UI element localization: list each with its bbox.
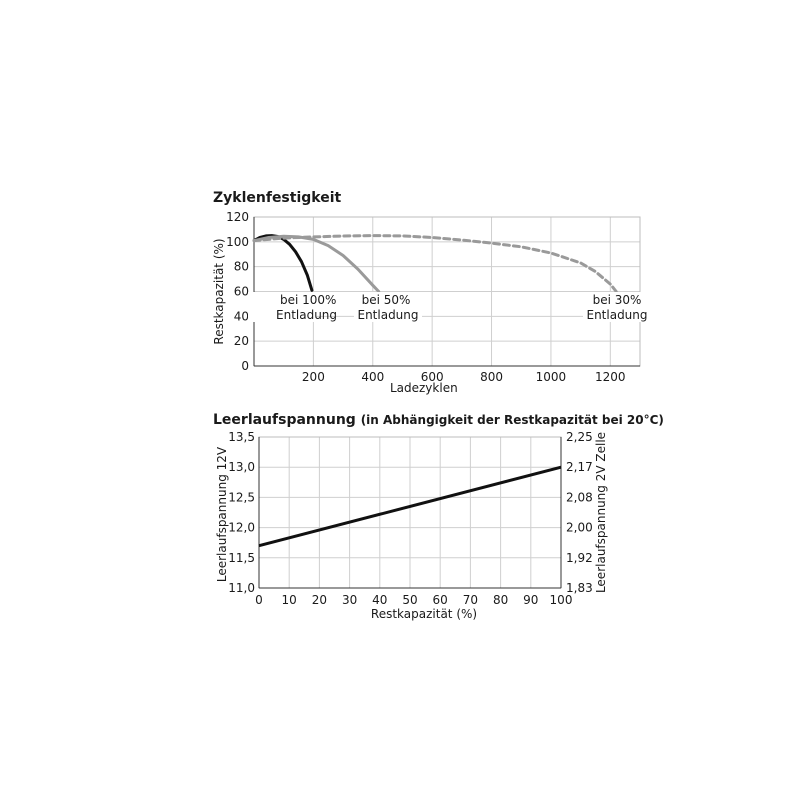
series-label-line2: Entladung [586, 308, 647, 322]
y-right-tick-label: 2,08 [566, 490, 593, 504]
y-axis-label: Leerlaufspannung 12V [215, 446, 229, 582]
y-axis-right-label: Leerlaufspannung 2V Zelle [594, 432, 608, 593]
x-tick-label: 50 [402, 593, 417, 607]
y-tick-label: 13,0 [228, 460, 255, 474]
x-tick-label: 30 [342, 593, 357, 607]
series-line-3 [252, 234, 618, 293]
y-tick-label: 80 [234, 260, 249, 274]
y-right-tick-label: 2,17 [566, 460, 593, 474]
y-tick-label: 11,0 [228, 581, 255, 595]
x-tick-label: 0 [255, 593, 263, 607]
x-tick-label: 1000 [536, 370, 567, 384]
series-line-1 [258, 465, 562, 548]
y-right-tick-label: 1,92 [566, 551, 593, 565]
x-tick-label: 600 [421, 370, 444, 384]
series-label-line2: Entladung [357, 308, 418, 322]
y-tick-label: 20 [234, 334, 249, 348]
y-right-tick-label: 2,25 [566, 430, 593, 444]
series-line-2 [252, 234, 381, 293]
y-tick-label: 12,0 [228, 521, 255, 535]
x-tick-label: 200 [302, 370, 325, 384]
y-tick-label: 0 [241, 359, 249, 373]
y-tick-label: 12,5 [228, 490, 255, 504]
series-label-line1: bei 100% [280, 293, 336, 307]
chart2-title: Leerlaufspannung (in Abhängigkeit der Re… [213, 412, 664, 428]
y-tick-label: 11,5 [228, 551, 255, 565]
x-tick-label: 100 [550, 593, 573, 607]
y-tick-label: 100 [226, 235, 249, 249]
x-tick-label: 10 [282, 593, 297, 607]
y-tick-label: 13,5 [228, 430, 255, 444]
y-axis-label: Restkapazität (%) [212, 238, 226, 344]
x-tick-label: 40 [372, 593, 387, 607]
x-tick-label: 1200 [595, 370, 626, 384]
series-label-bg [248, 292, 316, 322]
x-tick-label: 70 [463, 593, 478, 607]
y-right-tick-label: 1,83 [566, 581, 593, 595]
chart2-subtitle: (in Abhängigkeit der Restkapazität bei 2… [360, 413, 664, 427]
x-tick-label: 800 [480, 370, 503, 384]
x-tick-label: 20 [312, 593, 327, 607]
x-tick-label: 60 [433, 593, 448, 607]
y-tick-label: 120 [226, 210, 249, 224]
x-tick-label: 80 [493, 593, 508, 607]
series-label-bg [354, 292, 422, 322]
chart1-title: Zyklenfestigkeit [213, 190, 342, 206]
y-tick-label: 40 [234, 309, 249, 323]
y-tick-label: 60 [234, 285, 249, 299]
x-tick-label: 400 [361, 370, 384, 384]
x-axis-label: Ladezyklen [390, 381, 458, 395]
series-label-bg [583, 292, 651, 322]
y-right-tick-label: 2,00 [566, 521, 593, 535]
series-label-line1: bei 30% [593, 293, 642, 307]
series-label-line1: bei 50% [362, 293, 411, 307]
series-label-line2: Entladung [276, 308, 337, 322]
chart2-title-main: Leerlaufspannung [213, 412, 356, 428]
x-tick-label: 90 [523, 593, 538, 607]
x-axis-label: Restkapazität (%) [371, 607, 477, 621]
